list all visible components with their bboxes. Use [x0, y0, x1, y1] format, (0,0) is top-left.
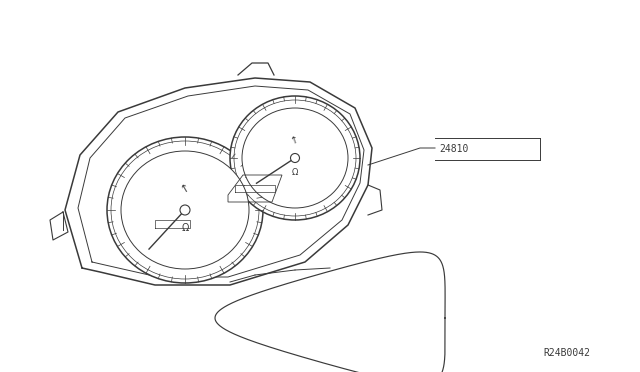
- Ellipse shape: [121, 151, 249, 269]
- Ellipse shape: [180, 205, 190, 215]
- Ellipse shape: [291, 154, 300, 163]
- Text: Ω: Ω: [292, 167, 298, 176]
- Text: 24810: 24810: [439, 144, 468, 154]
- Ellipse shape: [230, 96, 360, 220]
- Ellipse shape: [107, 137, 263, 283]
- Ellipse shape: [242, 108, 348, 208]
- Text: Ω: Ω: [181, 223, 189, 233]
- Text: R24B0042: R24B0042: [543, 348, 590, 358]
- Text: ↑: ↑: [289, 134, 301, 146]
- Text: ↑: ↑: [179, 181, 191, 195]
